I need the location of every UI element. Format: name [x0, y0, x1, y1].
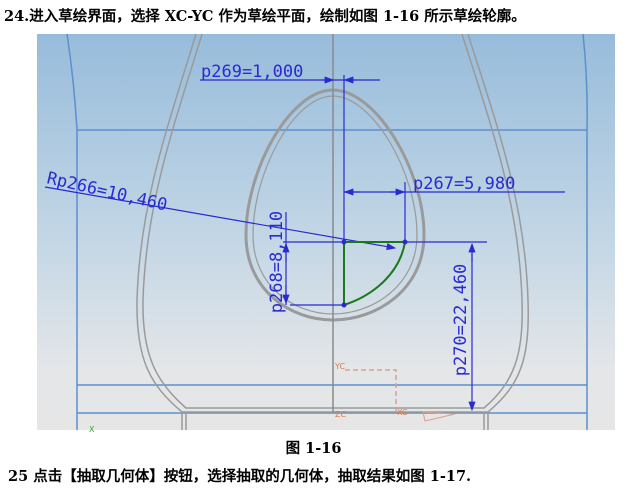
dimension-lines — [44, 75, 565, 412]
axis-label-yc: YC — [334, 362, 345, 371]
dimension-p270[interactable]: p270=22,460 — [451, 264, 471, 377]
dimension-p267[interactable]: p267=5,980 — [413, 174, 515, 194]
step-25-instruction: 25 点击【抽取几何体】按钮，选择抽取的几何体，抽取结果如图 1-17. — [8, 468, 472, 485]
viewport-background — [37, 34, 615, 430]
sketch-sector[interactable] — [341, 239, 408, 308]
axis-label-zc: ZC — [335, 410, 346, 419]
datum-frame — [66, 33, 588, 430]
work-csys: YC ZC XC X — [89, 362, 456, 434]
outer-profile — [136, 33, 529, 430]
dimension-p269[interactable]: p269=1,000 — [201, 62, 303, 82]
figure-caption: 图 1-16 — [285, 440, 342, 457]
sketch-figure: p269=1,000 p267=5,980 Rp266=10,460 p268=… — [37, 33, 615, 434]
axis-label-xc: XC — [397, 408, 408, 417]
step-24-instruction: 24.进入草绘界面，选择 XC-YC 作为草绘平面，绘制如图 1-16 所示草绘… — [4, 8, 526, 25]
axis-label-x: X — [89, 425, 95, 434]
dimension-p268[interactable]: p268=8,110 — [267, 211, 287, 313]
